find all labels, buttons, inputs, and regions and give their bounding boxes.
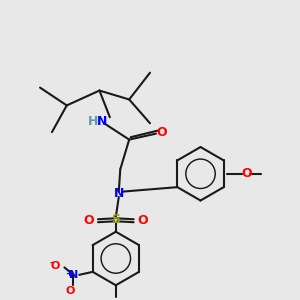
Text: H: H	[88, 115, 99, 128]
Text: -: -	[49, 258, 53, 268]
Text: S: S	[111, 213, 120, 226]
Text: N: N	[97, 115, 108, 128]
Text: +: +	[65, 269, 72, 278]
Text: O: O	[66, 286, 75, 296]
Text: O: O	[51, 261, 60, 271]
Text: O: O	[157, 126, 167, 139]
Text: N: N	[114, 187, 124, 200]
Text: N: N	[69, 270, 78, 280]
Text: O: O	[241, 167, 252, 180]
Text: O: O	[84, 214, 94, 227]
Text: O: O	[137, 214, 148, 227]
